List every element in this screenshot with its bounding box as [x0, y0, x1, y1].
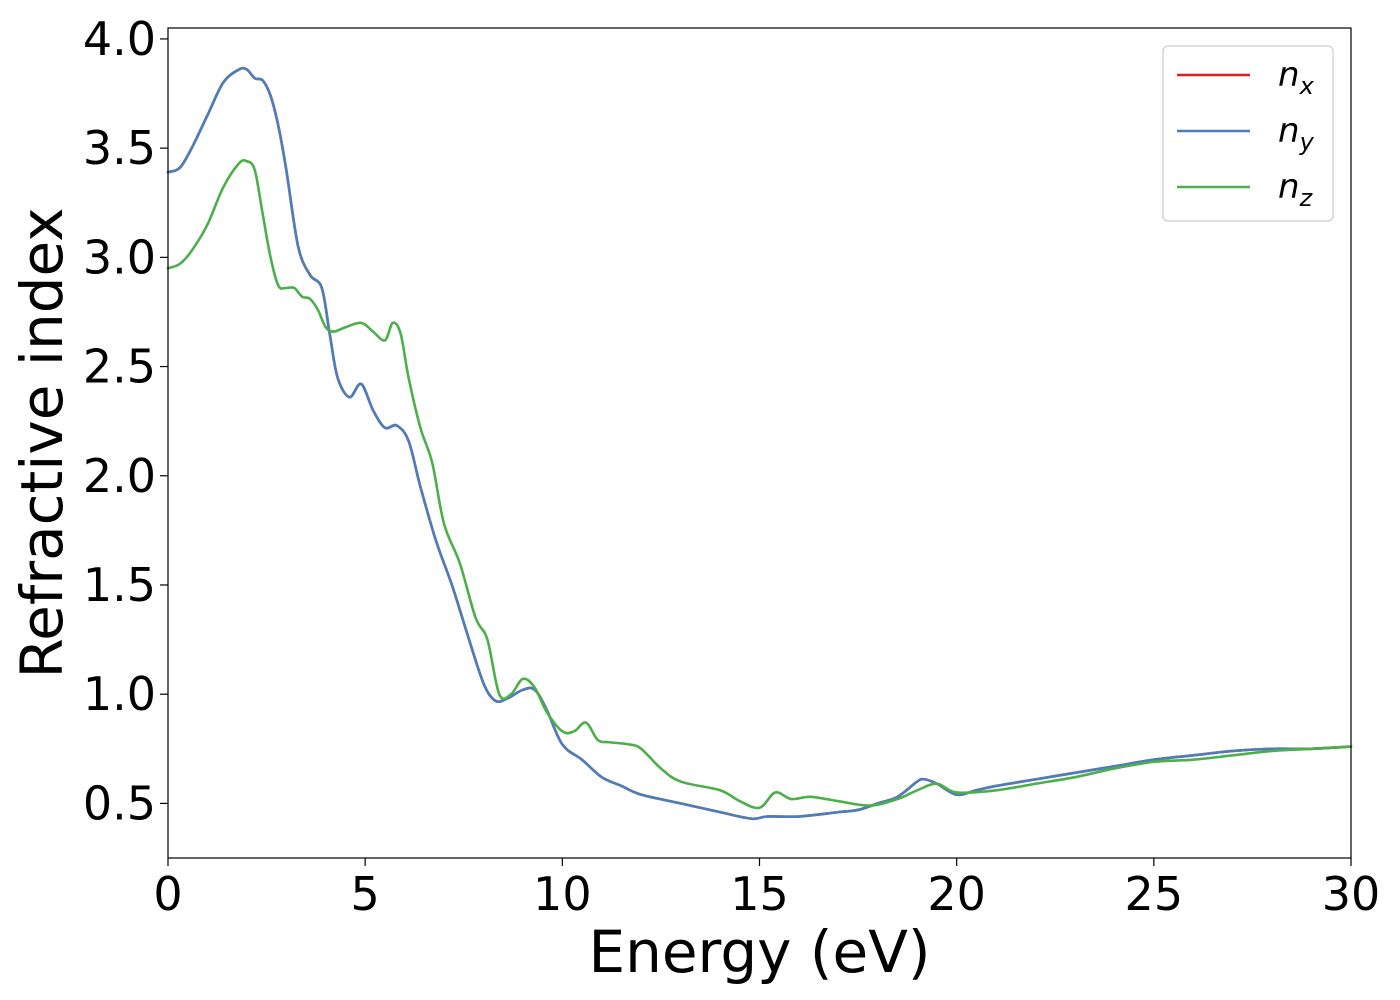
y-axis-title: Refractive index: [8, 207, 76, 678]
x-tick-label: 30: [1322, 867, 1381, 921]
x-tick-label: 0: [153, 867, 182, 921]
x-tick-label: 20: [927, 867, 986, 921]
series-line-y: [166, 66, 1353, 821]
y-tick-label: 3.0: [83, 230, 156, 284]
x-tick-label: 10: [533, 867, 592, 921]
x-axis-title: Energy (eV): [588, 918, 930, 986]
series-line-z: [166, 158, 1353, 810]
legend: nx ny nz: [1162, 45, 1334, 222]
y-tick-label: 0.5: [83, 776, 156, 830]
y-tick-label: 1.0: [83, 667, 156, 721]
y-tick-label: 2.5: [83, 340, 156, 394]
x-axis: 0 5 10 15 20 25 30: [153, 858, 1380, 921]
legend-label-z: nz: [1278, 167, 1314, 212]
series-lines: [166, 66, 1353, 821]
legend-box: [1162, 45, 1334, 222]
y-tick-label: 4.0: [83, 12, 156, 66]
x-tick-label: 25: [1125, 867, 1184, 921]
legend-label-x: nx: [1278, 55, 1315, 100]
x-tick-label: 5: [351, 867, 380, 921]
y-axis: 0.5 1.0 1.5 2.0 2.5 3.0 3.5 4.0: [83, 12, 168, 830]
y-tick-label: 3.5: [83, 121, 156, 175]
y-tick-label: 2.0: [83, 449, 156, 503]
x-tick-label: 15: [730, 867, 789, 921]
y-tick-label: 1.5: [83, 558, 156, 612]
legend-label-y: ny: [1278, 111, 1315, 156]
